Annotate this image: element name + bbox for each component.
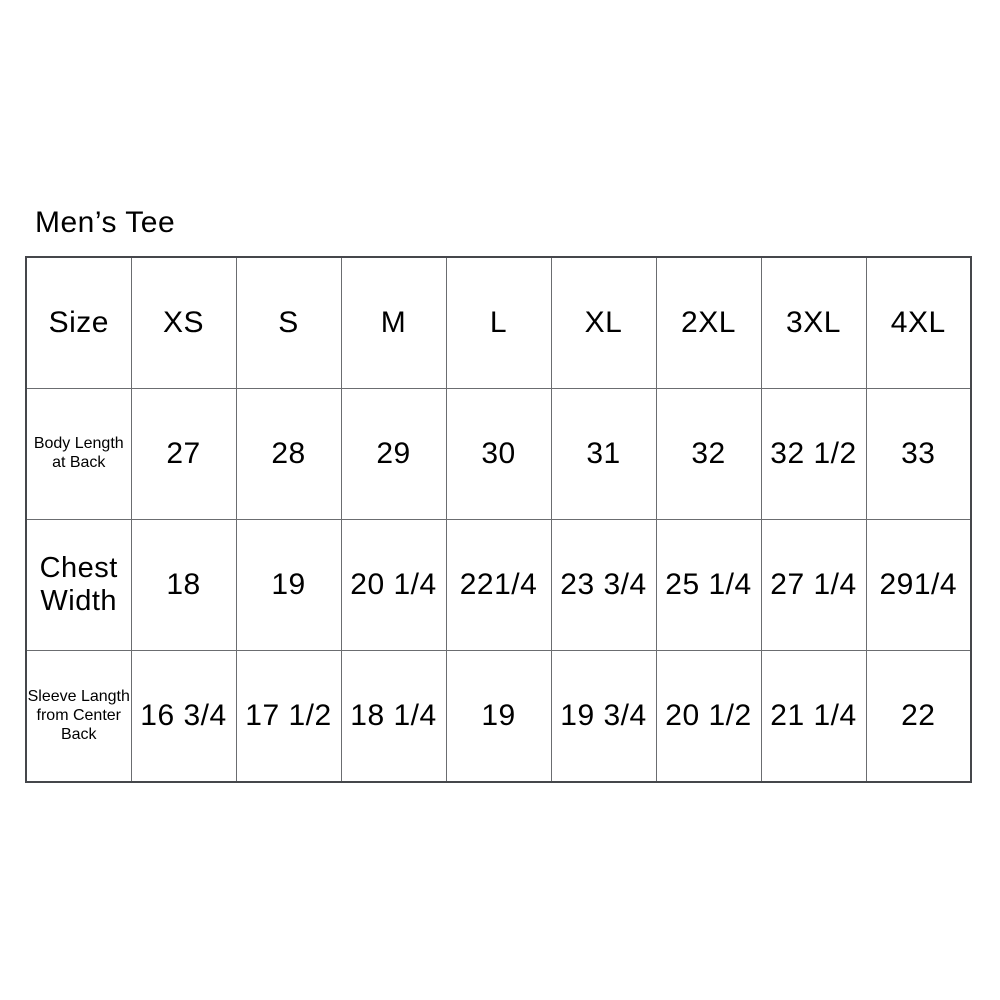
- value-cell: 29: [340, 387, 447, 521]
- value-cell: 19: [445, 650, 552, 783]
- value-cell: 27 1/4: [760, 518, 867, 652]
- value-cell: 25 1/4: [655, 518, 762, 652]
- value-cell: 19 3/4: [550, 650, 657, 783]
- value-cell: 18 1/4: [340, 650, 447, 783]
- page-title: Men’s Tee: [35, 206, 176, 239]
- value-cell: 22: [865, 650, 972, 783]
- column-header-s: S: [235, 256, 342, 389]
- header-row: Size XS S M L XL 2XL 3XL 4XL: [25, 256, 972, 389]
- column-header-m: M: [340, 256, 447, 389]
- value-cell: 291/4: [865, 518, 972, 652]
- value-cell: 33: [865, 387, 972, 521]
- value-cell: 16 3/4: [130, 650, 237, 783]
- row-label-body-length: Body Length at Back: [25, 387, 132, 521]
- value-cell: 20 1/4: [340, 518, 447, 652]
- size-chart-table: Size XS S M L XL 2XL 3XL 4XL Body Length…: [25, 256, 972, 783]
- value-cell: 32: [655, 387, 762, 521]
- column-header-4xl: 4XL: [865, 256, 972, 389]
- row-label-sleeve-length: Sleeve Langth from Center Back: [25, 650, 132, 783]
- column-header-size: Size: [25, 256, 132, 389]
- table-row-body-length: Body Length at Back 27 28 29 30 31 32 32…: [25, 387, 972, 521]
- value-cell: 28: [235, 387, 342, 521]
- value-cell: 221/4: [445, 518, 552, 652]
- value-cell: 27: [130, 387, 237, 521]
- value-cell: 17 1/2: [235, 650, 342, 783]
- value-cell: 23 3/4: [550, 518, 657, 652]
- value-cell: 30: [445, 387, 552, 521]
- table-row-chest-width: Chest Width 18 19 20 1/4 221/4 23 3/4 25…: [25, 518, 972, 652]
- column-header-2xl: 2XL: [655, 256, 762, 389]
- column-header-3xl: 3XL: [760, 256, 867, 389]
- column-header-xs: XS: [130, 256, 237, 389]
- table-row-sleeve-length: Sleeve Langth from Center Back 16 3/4 17…: [25, 650, 972, 783]
- value-cell: 19: [235, 518, 342, 652]
- value-cell: 21 1/4: [760, 650, 867, 783]
- value-cell: 20 1/2: [655, 650, 762, 783]
- value-cell: 31: [550, 387, 657, 521]
- row-label-chest-width: Chest Width: [25, 518, 132, 652]
- value-cell: 18: [130, 518, 237, 652]
- column-header-l: L: [445, 256, 552, 389]
- value-cell: 32 1/2: [760, 387, 867, 521]
- column-header-xl: XL: [550, 256, 657, 389]
